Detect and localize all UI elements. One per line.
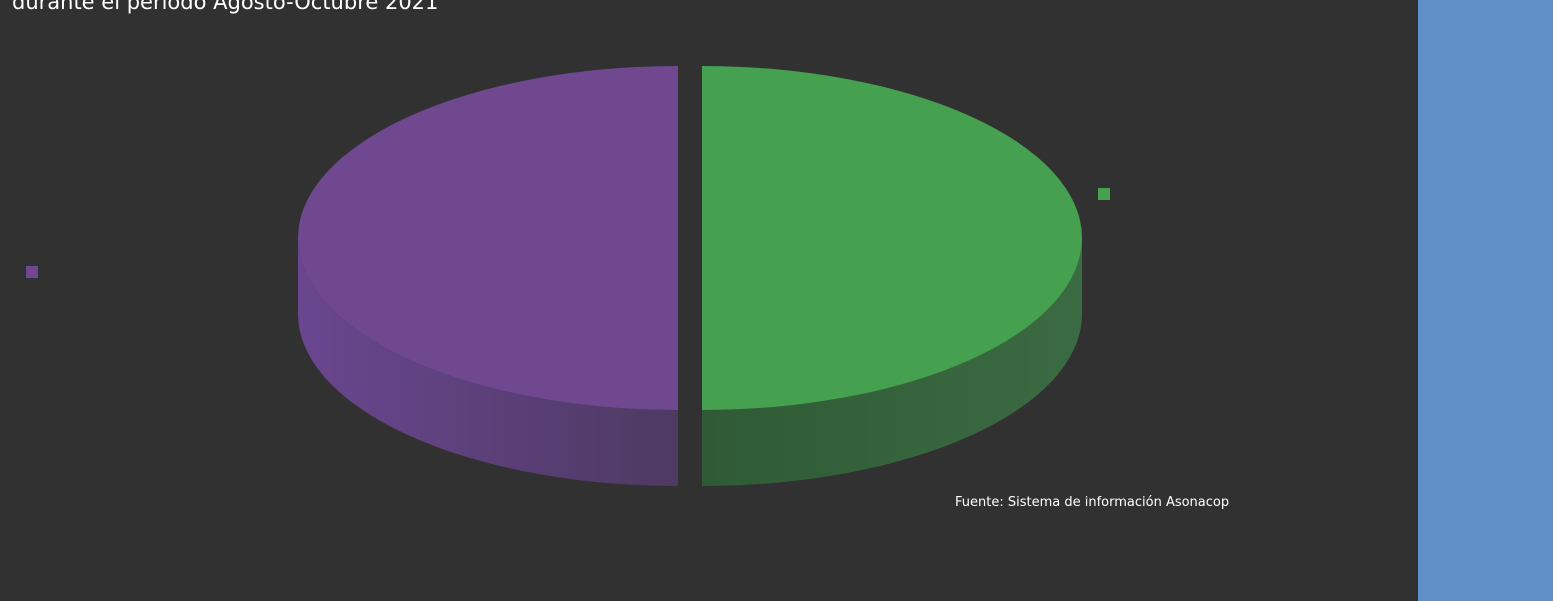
- chart-area: durante el período Agosto-Octubre 2021 F…: [12, 0, 1230, 510]
- chart-source: Fuente: Sistema de información Asonacop: [955, 495, 1230, 510]
- side-panel: [1418, 0, 1553, 601]
- pie-slice-side-2: [298, 238, 678, 486]
- pie-slice-side-1: [702, 238, 1082, 486]
- legend-marker-2: [26, 266, 38, 278]
- pie-chart: [26, 66, 1110, 486]
- legend-marker-1: [1098, 188, 1110, 200]
- pie-slice-1: [702, 66, 1082, 410]
- chart-title: durante el período Agosto-Octubre 2021: [12, 0, 439, 14]
- pie-slice-2: [298, 66, 678, 410]
